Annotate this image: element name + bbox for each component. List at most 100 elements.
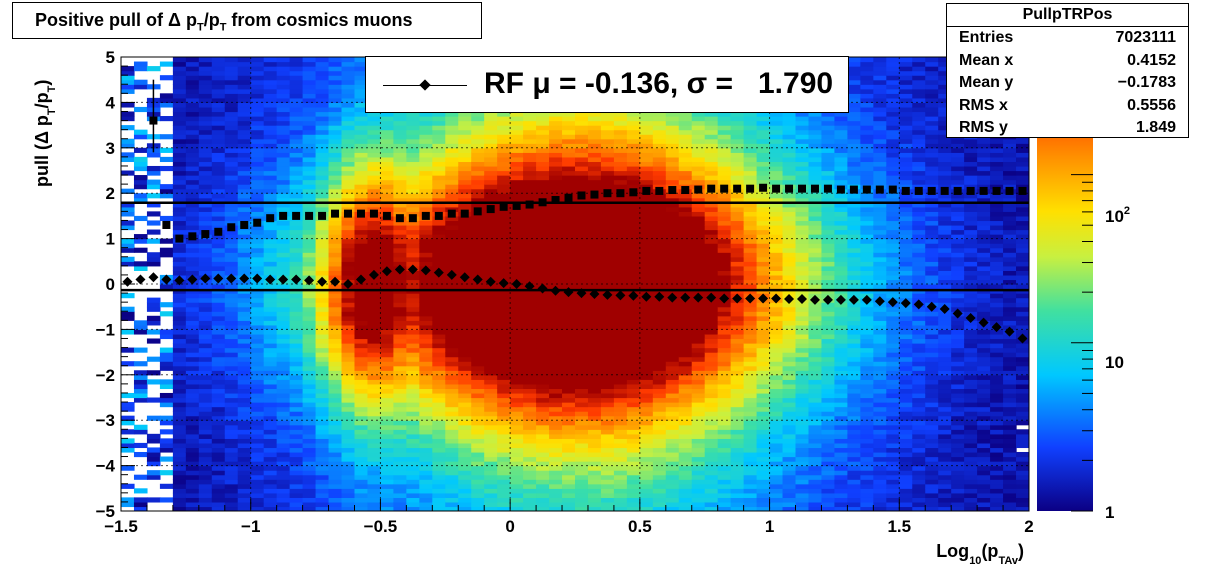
heatmap-cell (600, 129, 615, 135)
heatmap-cell (549, 206, 563, 212)
heatmap-cell (756, 202, 771, 208)
heatmap-cell (289, 501, 304, 508)
heatmap-cell (315, 256, 330, 262)
heatmap-cell (523, 306, 537, 312)
heatmap-cell (380, 184, 394, 190)
heatmap-cell (613, 411, 628, 417)
heatmap-cell (626, 243, 641, 249)
heatmap-cell (419, 243, 433, 249)
heatmap-cell (626, 111, 641, 117)
heatmap-cell (717, 120, 732, 126)
heatmap-cell (289, 256, 304, 262)
heatmap-cell (652, 338, 667, 344)
heatmap-cell (211, 483, 226, 489)
heatmap-cell (315, 451, 330, 458)
heatmap-cell (497, 116, 511, 122)
heatmap-cell (354, 456, 369, 462)
heatmap-cell (562, 461, 576, 467)
heatmap-cell (289, 66, 304, 72)
heatmap-cell (497, 388, 511, 394)
heatmap-cell (432, 383, 446, 390)
heatmap-cell (562, 270, 576, 276)
heatmap-cell (380, 220, 394, 226)
heatmap-cell (341, 66, 356, 72)
heatmap-cell (600, 442, 615, 449)
heatmap-cell (678, 211, 693, 217)
heatmap-cell (717, 324, 732, 330)
heatmap-cell (302, 374, 317, 380)
heatmap-cell (445, 438, 459, 444)
heatmap-cell (730, 402, 745, 408)
heatmap-cell (276, 451, 291, 458)
heatmap-cell (133, 388, 148, 394)
heatmap-cell (743, 320, 758, 326)
heatmap-cell (419, 315, 433, 321)
heatmap-cell (639, 238, 654, 244)
heatmap-cell (691, 470, 706, 476)
heatmap-cell (276, 57, 291, 63)
heatmap-cell (717, 134, 732, 140)
heatmap-cell (626, 356, 641, 362)
heatmap-cell (172, 175, 187, 181)
heatmap-cell (600, 474, 615, 480)
heatmap-cell (769, 211, 784, 217)
heatmap-cell (756, 265, 771, 271)
heatmap-cell (328, 265, 343, 271)
heatmap-cell (302, 315, 317, 321)
heatmap-cell (497, 343, 511, 349)
heatmap-cell (782, 415, 797, 421)
heatmap-cell (523, 256, 537, 262)
heatmap-cell (289, 402, 304, 408)
heatmap-cell (769, 465, 784, 471)
heatmap-cell (523, 392, 537, 399)
heatmap-cell (276, 188, 291, 194)
heatmap-cell (613, 215, 628, 222)
heatmap-cell (367, 370, 382, 376)
heatmap-cell (315, 220, 330, 226)
heatmap-cell (250, 97, 265, 103)
heatmap-cell (263, 333, 278, 340)
heatmap-cell (198, 352, 213, 358)
heatmap-cell (250, 234, 265, 240)
heatmap-cell (354, 193, 369, 199)
heatmap-cell (730, 343, 745, 349)
heatmap-cell (639, 365, 654, 371)
heatmap-cell (185, 184, 200, 190)
heatmap-cell (250, 152, 265, 158)
heatmap-cell (406, 224, 420, 231)
heatmap-cell (639, 438, 654, 444)
heatmap-cell (393, 311, 407, 317)
heatmap-cell (302, 470, 317, 476)
heatmap-cell (198, 252, 213, 258)
heatmap-cell (691, 492, 706, 498)
heatmap-cell (419, 338, 433, 344)
heatmap-cell (587, 370, 602, 376)
heatmap-cell (717, 447, 732, 453)
heatmap-cell (198, 447, 213, 453)
heatmap-cell (380, 206, 394, 212)
heatmap-cell (769, 161, 784, 167)
heatmap-cell (276, 424, 291, 430)
heatmap-cell (211, 152, 226, 158)
heatmap-cell (471, 315, 485, 321)
heatmap-cell (121, 442, 135, 449)
heatmap-cell (276, 306, 291, 312)
heatmap-cell (769, 202, 784, 208)
heatmap-cell (704, 247, 719, 253)
heatmap-cell (354, 397, 369, 403)
heatmap-cell (328, 429, 343, 435)
heatmap-cell (730, 224, 745, 231)
heatmap-cell (354, 243, 369, 249)
heatmap-cell (678, 179, 693, 185)
heatmap-cell (419, 284, 433, 290)
heatmap-cell (146, 179, 161, 185)
heatmap-cell (198, 497, 213, 503)
heatmap-cell (276, 315, 291, 321)
heatmap-cell (237, 415, 252, 421)
heatmap-cell (237, 252, 252, 258)
heatmap-cell (471, 406, 485, 412)
heatmap-cell (613, 156, 628, 163)
heatmap-cell (263, 129, 278, 135)
heatmap-cell (613, 315, 628, 321)
heatmap-cell (458, 238, 472, 244)
